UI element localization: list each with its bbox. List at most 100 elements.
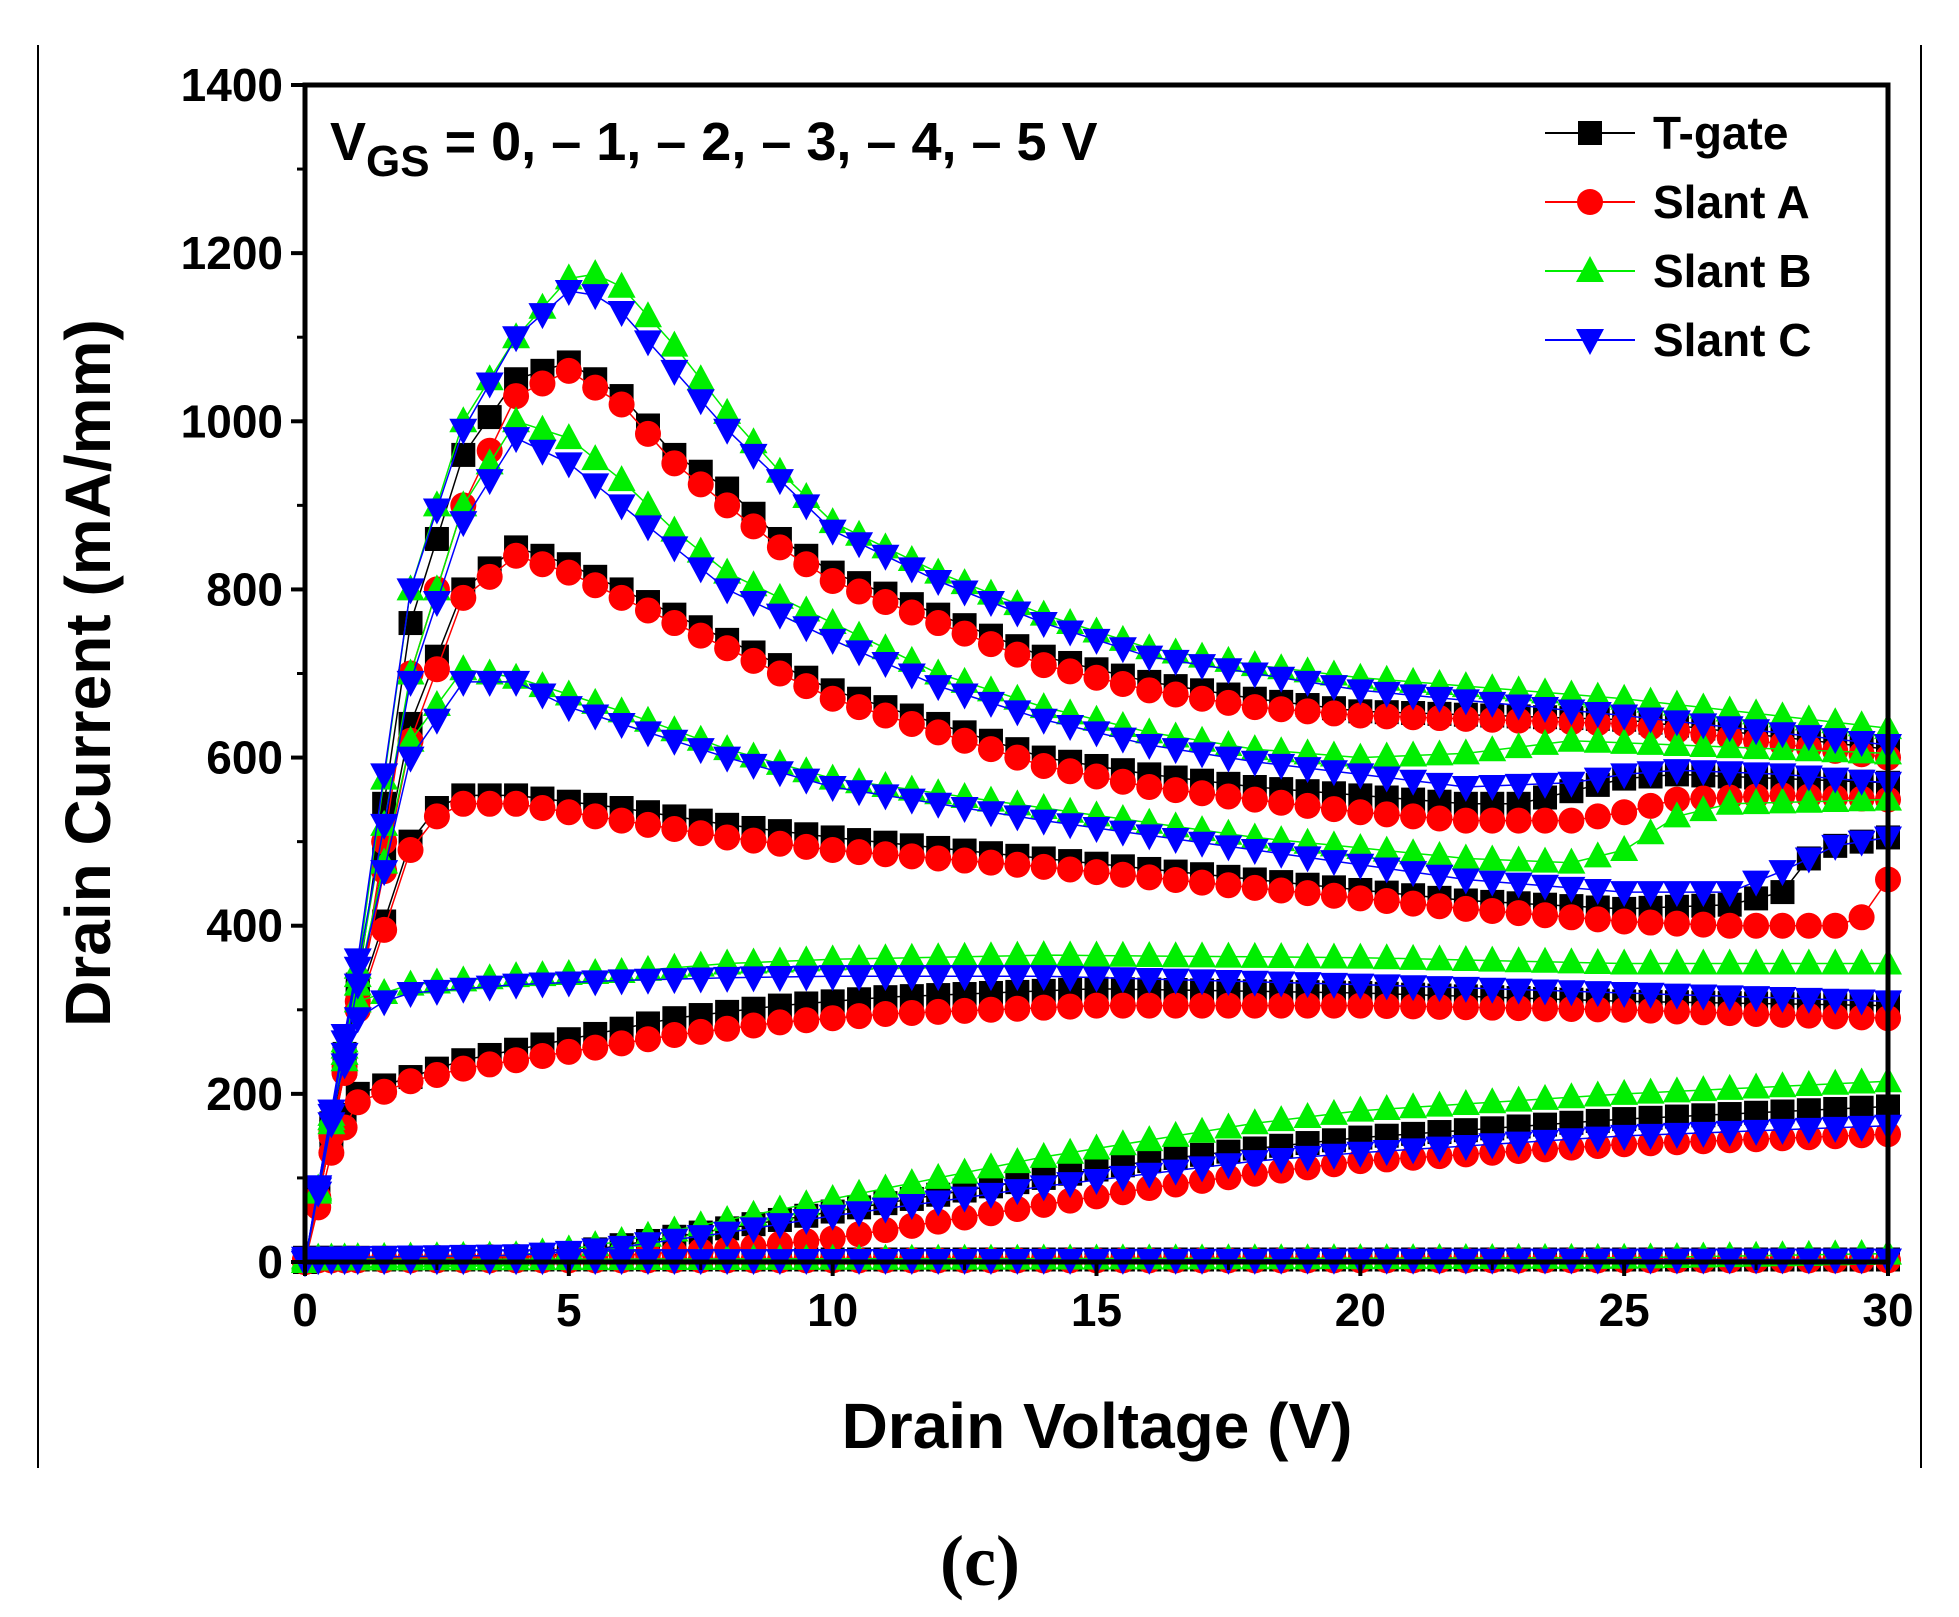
x-tick-label: 5: [556, 1284, 582, 1336]
data-point: [1451, 1134, 1480, 1161]
data-point: [714, 824, 741, 851]
data-point: [1689, 948, 1718, 975]
data-point: [924, 942, 953, 969]
data-point: [1742, 1072, 1771, 1099]
data-point: [1346, 1095, 1375, 1122]
data-point: [925, 610, 952, 637]
data-point: [1189, 780, 1216, 807]
data-point: [1056, 940, 1085, 967]
data-point: [740, 513, 767, 540]
data-point: [1584, 996, 1611, 1023]
data-point: [1083, 1183, 1110, 1210]
data-point: [1189, 992, 1216, 1019]
legend-marker: [1576, 329, 1604, 355]
data-point: [633, 330, 662, 357]
data-point: [1108, 940, 1137, 967]
data-point: [1689, 731, 1718, 758]
data-point: [1319, 830, 1348, 857]
data-point: [1425, 739, 1454, 766]
data-point: [950, 1157, 979, 1184]
data-point: [1029, 612, 1058, 639]
data-point: [608, 584, 635, 611]
data-point: [793, 551, 820, 578]
data-point: [925, 845, 952, 872]
data-point: [1057, 993, 1084, 1020]
data-point: [1399, 943, 1428, 970]
data-point: [714, 492, 741, 519]
data-point: [1161, 1120, 1190, 1147]
data-point: [1030, 652, 1057, 679]
data-point: [818, 944, 847, 971]
vgs-annotation-main: V: [330, 112, 366, 172]
data-point: [554, 696, 583, 723]
data-point: [1847, 785, 1876, 812]
data-point: [1742, 733, 1771, 760]
data-point: [950, 965, 979, 992]
x-tick-label: 20: [1335, 1284, 1386, 1336]
data-point: [1478, 844, 1507, 871]
data-point: [1082, 966, 1111, 993]
vgs-annotation-subscript: GS: [366, 137, 430, 186]
data-point: [1083, 992, 1110, 1019]
data-point: [1847, 769, 1876, 796]
data-point: [1426, 893, 1453, 920]
data-point: [739, 753, 768, 780]
data-point: [686, 536, 715, 563]
data-point: [1821, 786, 1850, 813]
data-point: [1451, 868, 1480, 895]
data-point: [1373, 801, 1400, 828]
data-point: [1531, 772, 1560, 799]
data-point: [1584, 906, 1611, 933]
data-point: [528, 683, 557, 710]
data-point: [554, 423, 583, 450]
data-point: [1847, 948, 1876, 975]
data-point: [1794, 1117, 1823, 1144]
x-tick-label: 15: [1071, 1284, 1122, 1336]
data-point: [1847, 830, 1876, 857]
data-point: [1478, 945, 1507, 972]
data-point: [1082, 816, 1111, 843]
data-point: [607, 494, 636, 521]
data-point: [1636, 982, 1665, 1009]
data-point: [951, 727, 978, 754]
data-point: [1504, 978, 1533, 1005]
data-point: [1557, 1082, 1586, 1109]
data-point: [1136, 864, 1163, 891]
data-point: [1847, 710, 1876, 737]
data-point: [1161, 968, 1190, 995]
data-point: [1479, 994, 1506, 1021]
data-point: [581, 284, 610, 311]
data-point: [1135, 967, 1164, 994]
legend-label: Slant C: [1653, 314, 1811, 366]
data-point: [819, 1005, 846, 1032]
data-point: [687, 1018, 714, 1045]
data-point: [1794, 704, 1823, 731]
data-point: [529, 370, 556, 397]
data-point: [1293, 942, 1322, 969]
data-point: [1240, 750, 1269, 777]
data-point: [1504, 773, 1533, 800]
data-point: [1373, 888, 1400, 915]
data-point: [1610, 981, 1639, 1008]
data-point: [1532, 807, 1559, 834]
data-point: [1162, 777, 1189, 804]
data-point: [1532, 995, 1559, 1022]
data-point: [1004, 1196, 1031, 1223]
data-point: [1504, 1131, 1533, 1158]
data-point: [1505, 707, 1532, 734]
data-point: [976, 691, 1005, 718]
data-point: [1188, 1116, 1217, 1143]
data-point: [740, 647, 767, 674]
data-point: [1610, 948, 1639, 975]
data-point: [1689, 795, 1718, 822]
data-point: [449, 977, 478, 1004]
data-point: [1161, 941, 1190, 968]
data-point: [529, 551, 556, 578]
data-point: [449, 511, 478, 538]
data-point: [845, 640, 874, 667]
legend-item: Slant B: [1545, 245, 1811, 297]
data-point: [1240, 970, 1269, 997]
data-point: [660, 968, 689, 995]
data-point: [1558, 995, 1585, 1022]
data-point: [1610, 1078, 1639, 1105]
